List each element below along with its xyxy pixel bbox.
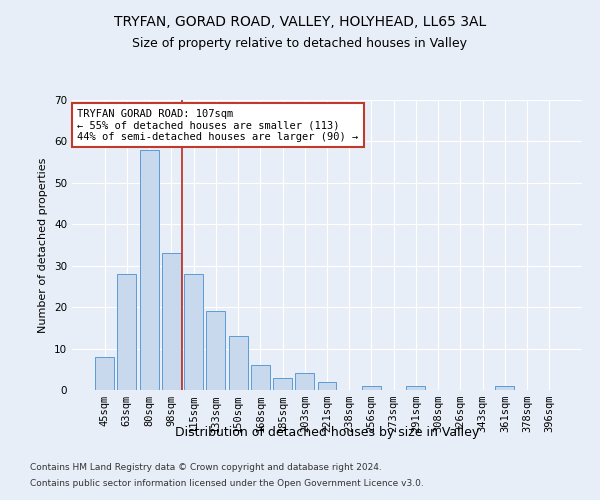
Bar bbox=[184, 274, 203, 390]
Bar bbox=[206, 312, 225, 390]
Bar bbox=[140, 150, 158, 390]
Bar bbox=[118, 274, 136, 390]
Text: TRYFAN, GORAD ROAD, VALLEY, HOLYHEAD, LL65 3AL: TRYFAN, GORAD ROAD, VALLEY, HOLYHEAD, LL… bbox=[114, 15, 486, 29]
Text: TRYFAN GORAD ROAD: 107sqm
← 55% of detached houses are smaller (113)
44% of semi: TRYFAN GORAD ROAD: 107sqm ← 55% of detac… bbox=[77, 108, 358, 142]
Bar bbox=[496, 386, 514, 390]
Bar bbox=[95, 357, 114, 390]
Bar bbox=[251, 365, 270, 390]
Text: Size of property relative to detached houses in Valley: Size of property relative to detached ho… bbox=[133, 38, 467, 51]
Y-axis label: Number of detached properties: Number of detached properties bbox=[38, 158, 49, 332]
Bar bbox=[362, 386, 381, 390]
Text: Contains public sector information licensed under the Open Government Licence v3: Contains public sector information licen… bbox=[30, 478, 424, 488]
Bar bbox=[295, 374, 314, 390]
Bar bbox=[317, 382, 337, 390]
Bar bbox=[162, 254, 181, 390]
Bar bbox=[229, 336, 248, 390]
Text: Contains HM Land Registry data © Crown copyright and database right 2024.: Contains HM Land Registry data © Crown c… bbox=[30, 464, 382, 472]
Text: Distribution of detached houses by size in Valley: Distribution of detached houses by size … bbox=[175, 426, 479, 439]
Bar bbox=[406, 386, 425, 390]
Bar bbox=[273, 378, 292, 390]
